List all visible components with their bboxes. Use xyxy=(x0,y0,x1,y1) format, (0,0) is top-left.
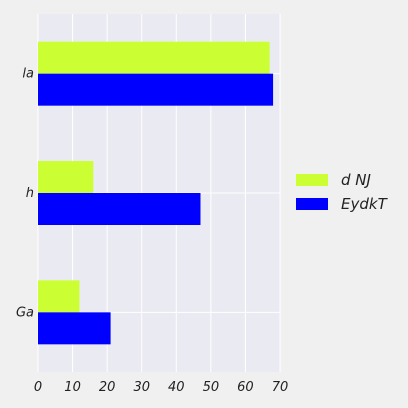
x-tick-label: 10 xyxy=(64,380,81,395)
x-tick-label: 30 xyxy=(133,380,150,395)
bar-Ga-d-NJ xyxy=(38,280,79,312)
y-tick-label: la xyxy=(22,67,34,82)
legend-label: EydkT xyxy=(341,195,389,213)
bar-Ga-EydkT xyxy=(38,312,111,344)
x-tick-label: 0 xyxy=(34,380,42,395)
x-tick-labels: 0 10 20 30 40 50 60 70 xyxy=(34,380,288,395)
legend-label: d NJ xyxy=(341,171,371,189)
legend-swatch xyxy=(296,174,328,186)
bar-la-d-NJ xyxy=(38,42,270,74)
x-tick-label: 50 xyxy=(203,380,220,395)
bar-la-EydkT xyxy=(38,74,273,106)
legend: d NJ EydkT xyxy=(296,171,389,213)
x-tick-label: 40 xyxy=(168,380,185,395)
x-tick-label: 20 xyxy=(99,380,116,395)
bar-h-EydkT xyxy=(38,193,200,225)
y-tick-label: Ga xyxy=(16,305,34,320)
y-tick-label: h xyxy=(26,186,34,201)
x-tick-label: 70 xyxy=(272,380,289,395)
bar-h-d-NJ xyxy=(38,161,93,193)
y-tick-labels: Ga h la xyxy=(16,67,34,321)
legend-swatch xyxy=(296,198,328,210)
x-tick-label: 60 xyxy=(237,380,254,395)
